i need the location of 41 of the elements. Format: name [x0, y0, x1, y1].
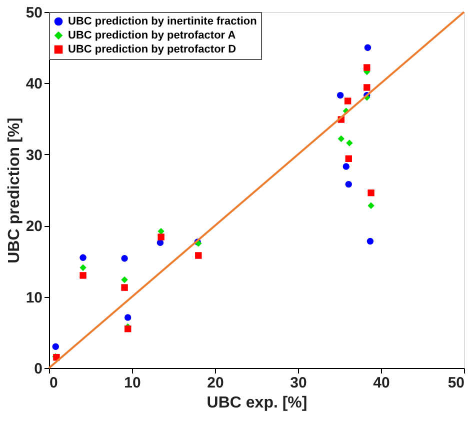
x-tick-label: 40 — [373, 374, 390, 392]
y-tick-label: 50 — [26, 4, 42, 22]
point — [364, 84, 370, 91]
y-tick-label: 20 — [26, 218, 42, 236]
point — [121, 284, 128, 291]
point — [336, 92, 344, 99]
point — [121, 276, 128, 284]
y-tick-label: 40 — [26, 76, 42, 93]
y-axis-title: UBC prediction [%] — [6, 118, 23, 264]
point — [121, 255, 128, 262]
y-tick-label: 0 — [34, 360, 42, 378]
point — [345, 155, 352, 162]
x-axis-title: UBC exp. [%] — [206, 394, 308, 412]
point — [368, 202, 374, 210]
point — [158, 234, 164, 240]
y-tick-label: 30 — [26, 146, 42, 164]
x-tick-label: 30 — [290, 374, 307, 392]
point — [80, 272, 86, 279]
point — [158, 228, 164, 235]
x-tick-label: 20 — [207, 374, 224, 392]
point — [368, 189, 374, 196]
point — [364, 64, 370, 71]
point — [345, 180, 352, 188]
point — [344, 98, 352, 104]
legend-label: UBC prediction by petrofactor D — [68, 44, 236, 56]
legend-label: UBC prediction by inertinite fraction — [68, 16, 258, 28]
point — [338, 135, 345, 142]
x-tick-label: 0 — [50, 374, 58, 392]
point — [195, 252, 202, 259]
point — [124, 314, 132, 321]
x-tick-label: 50 — [448, 374, 464, 392]
point — [366, 238, 374, 245]
point — [52, 343, 59, 350]
x-tick-label: 10 — [124, 374, 141, 392]
point — [80, 264, 86, 271]
point — [346, 140, 353, 146]
legend-label: UBC prediction by petrofactor A — [68, 30, 236, 42]
y-tick-label: 10 — [26, 289, 42, 306]
point — [80, 254, 86, 261]
point — [342, 163, 350, 170]
point — [364, 44, 372, 51]
